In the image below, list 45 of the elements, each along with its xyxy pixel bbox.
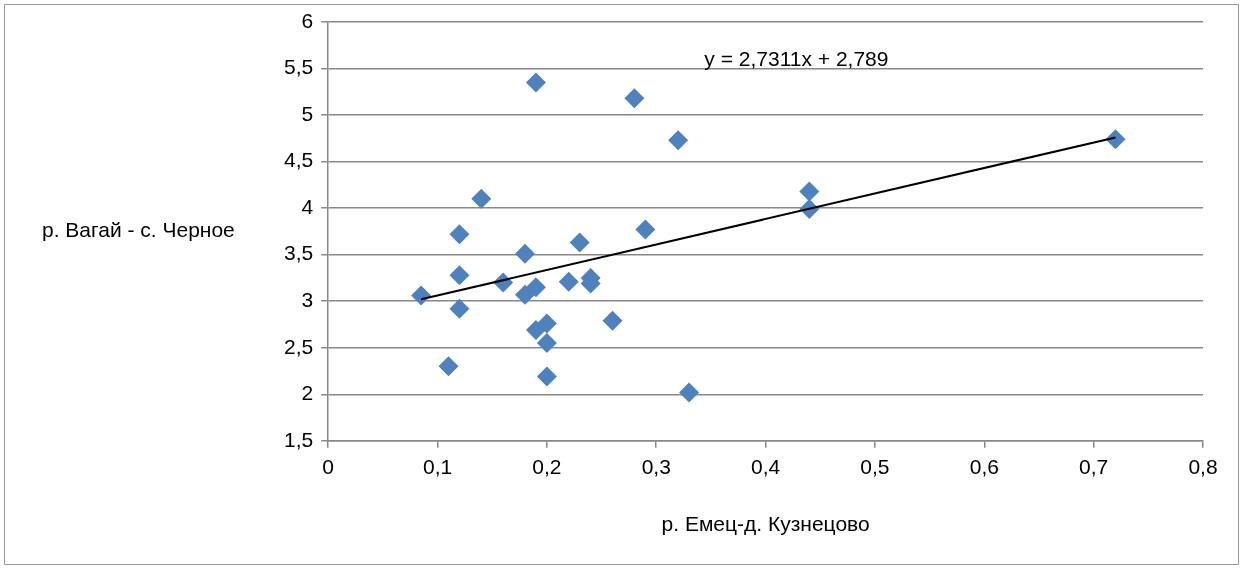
x-tick-label: 0,2	[532, 455, 562, 479]
annotation: y = 2,7311x + 2,789	[704, 46, 889, 70]
point	[525, 277, 546, 298]
y-tick-label: 5	[301, 101, 314, 125]
y-tick-label: 5,5	[283, 55, 314, 79]
point	[449, 265, 470, 286]
point	[536, 313, 557, 334]
y-tick-label: 4	[301, 194, 314, 218]
point	[449, 298, 470, 319]
y-axis-title: р. Вагай - с. Черное	[42, 218, 235, 242]
y-tick-label: 3,5	[283, 241, 314, 265]
point	[668, 130, 689, 151]
x-tick-label: 0,7	[1079, 455, 1109, 479]
x-tick-label: 0	[322, 455, 335, 479]
y-tick-label: 1,5	[283, 427, 314, 451]
point	[536, 366, 557, 387]
point	[438, 356, 459, 377]
point	[471, 188, 492, 209]
point	[569, 232, 590, 253]
point	[635, 219, 656, 240]
point	[515, 284, 536, 305]
point	[536, 333, 557, 354]
y-tick-label: 2,5	[283, 334, 314, 358]
point	[602, 310, 623, 331]
x-axis-title: р. Емец-д. Кузнецово	[661, 511, 870, 535]
point	[525, 320, 546, 341]
x-tick-label: 0,3	[641, 455, 671, 479]
point	[624, 88, 645, 109]
y-tick-label: 6	[301, 8, 314, 32]
point	[515, 243, 536, 264]
x-tick-label: 0,8	[1188, 455, 1218, 479]
point	[1105, 129, 1126, 150]
x-tick-label: 0,4	[750, 455, 781, 479]
x-tick-label: 0,5	[860, 455, 890, 479]
point	[799, 181, 820, 202]
point	[525, 72, 546, 93]
x-tick-label: 0,1	[422, 455, 453, 479]
y-tick-label: 4,5	[283, 148, 314, 172]
point	[411, 285, 432, 306]
point	[449, 224, 470, 245]
y-tick-label: 2	[301, 381, 314, 405]
y-tick-label: 3	[301, 288, 314, 311]
x-tick-label: 0,6	[969, 455, 999, 479]
point	[558, 271, 579, 292]
point	[679, 382, 700, 403]
